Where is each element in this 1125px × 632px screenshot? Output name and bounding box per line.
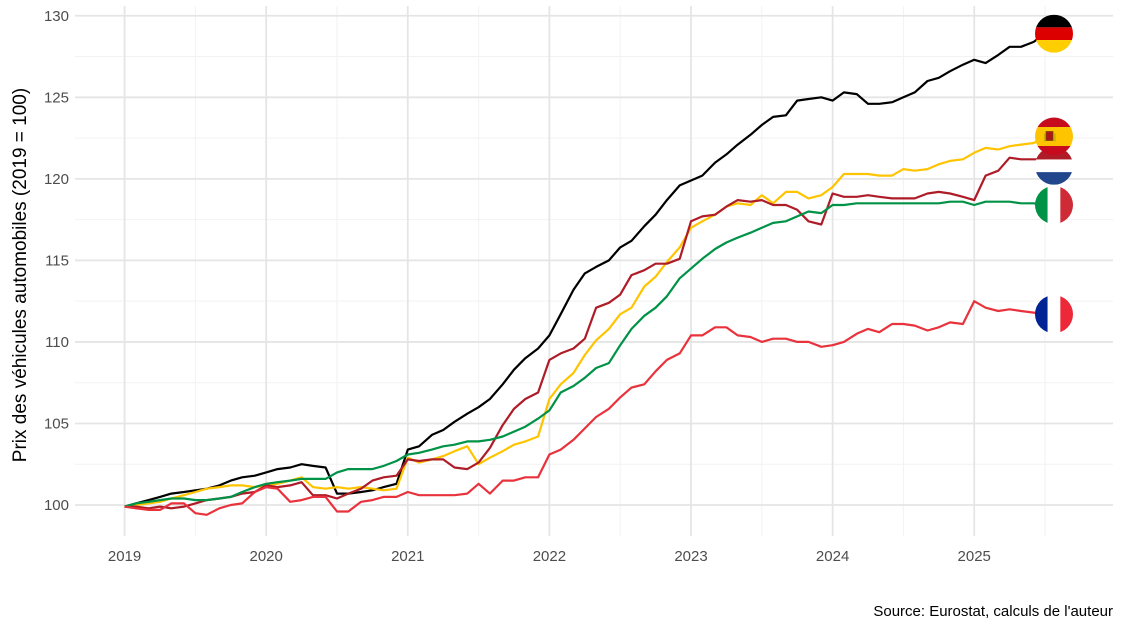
x-tick-label: 2022 xyxy=(533,548,566,565)
spain-flag xyxy=(1035,117,1073,156)
x-tick-label: 2025 xyxy=(958,548,991,565)
france-flag xyxy=(1035,295,1073,334)
major-gridlines xyxy=(75,6,1113,536)
series-line-france xyxy=(124,300,1046,516)
italy-flag xyxy=(1035,186,1073,224)
series-lines xyxy=(124,32,1046,516)
y-tick-label: 100 xyxy=(44,497,69,514)
series-line-spain xyxy=(124,135,1046,508)
flag-markers xyxy=(1035,14,1073,334)
x-tick-labels: 2019 2020 2021 2022 2023 2024 2025 xyxy=(108,548,991,565)
y-tick-label: 125 xyxy=(44,89,69,106)
source-caption: Source: Eurostat, calculs de l'auteur xyxy=(873,603,1113,620)
series-line-netherlands xyxy=(124,156,1045,510)
x-tick-label: 2021 xyxy=(391,548,424,565)
y-tick-labels: 100 105 110 115 120 125 130 xyxy=(44,8,69,514)
x-tick-label: 2024 xyxy=(816,548,849,565)
series-line-italy xyxy=(124,200,1046,508)
series-line-germany xyxy=(124,32,1046,508)
x-tick-label: 2020 xyxy=(249,548,282,565)
germany-flag xyxy=(1035,14,1073,53)
y-tick-label: 130 xyxy=(44,8,69,25)
x-tick-label: 2019 xyxy=(108,548,141,565)
y-tick-label: 115 xyxy=(45,252,69,269)
y-tick-label: 105 xyxy=(44,415,69,432)
minor-gridlines xyxy=(75,6,1113,536)
y-axis-title: Prix des véhicules automobiles (2019 = 1… xyxy=(10,88,31,462)
y-tick-label: 120 xyxy=(44,171,69,188)
x-tick-label: 2023 xyxy=(674,548,707,565)
y-tick-label: 110 xyxy=(45,334,69,351)
